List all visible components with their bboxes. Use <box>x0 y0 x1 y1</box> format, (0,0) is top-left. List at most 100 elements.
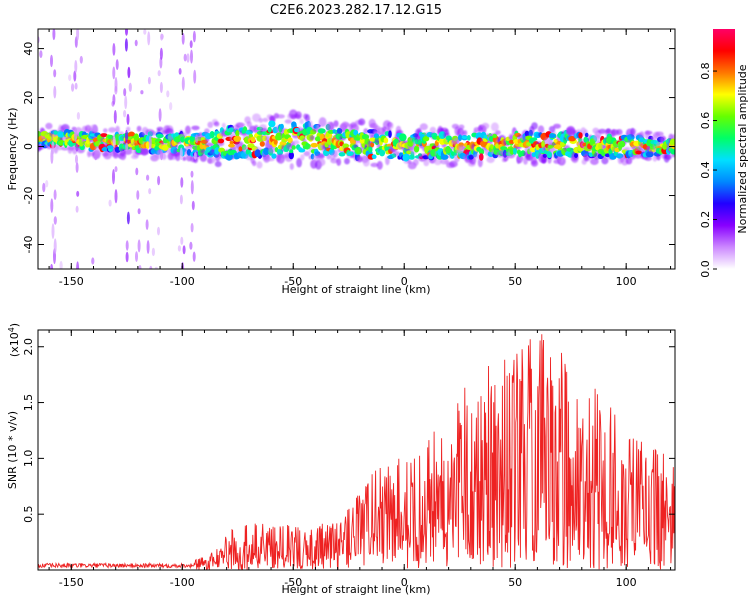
colorbar-tick-label: 0.4 <box>699 161 712 179</box>
spectral-cell <box>74 127 78 143</box>
spectral-cell <box>616 129 623 136</box>
y-tick-label: -20 <box>22 187 35 205</box>
spectral-cell <box>148 135 152 150</box>
colorbar-tick-label: 0.0 <box>699 260 712 278</box>
spectral-cell <box>75 162 79 173</box>
spectral-cell <box>180 236 184 245</box>
spectral-cell <box>53 69 57 78</box>
spectral-cell <box>276 148 284 156</box>
spectral-cell <box>444 129 450 136</box>
spectral-cell <box>159 81 163 94</box>
spectral-cell <box>205 142 214 147</box>
spectral-cell <box>419 123 428 131</box>
spectral-cell <box>140 90 144 95</box>
colorbar-scale <box>713 29 735 269</box>
x-tick-label: -50 <box>284 576 302 589</box>
spectral-cell <box>468 154 474 160</box>
spectral-cell <box>605 128 611 134</box>
spectral-cell <box>376 160 383 170</box>
spectral-cell <box>166 90 170 98</box>
spectral-cell <box>157 70 161 77</box>
spectral-cell <box>423 136 430 142</box>
spectral-cell <box>179 147 183 161</box>
spectral-cell <box>268 120 276 128</box>
y-tick-label: 1.5 <box>22 394 35 412</box>
spectral-cell <box>151 247 155 257</box>
spectral-cell <box>630 127 636 138</box>
spectral-cell <box>537 125 545 134</box>
spectral-cell <box>193 69 197 84</box>
spectral-cell <box>94 151 98 161</box>
spectral-cell <box>258 118 264 123</box>
spectral-cell <box>145 141 150 150</box>
spectral-cell <box>57 131 66 138</box>
spectral-cell <box>62 136 66 141</box>
spectral-cell <box>124 38 128 52</box>
y-tick-label: 20 <box>22 91 35 105</box>
spectral-cell <box>262 117 269 123</box>
spectral-cell <box>295 111 302 120</box>
spectral-cell <box>614 147 619 153</box>
spectral-cell <box>382 126 387 132</box>
spectral-cell <box>474 153 480 159</box>
spectral-cell <box>179 194 183 205</box>
spectral-cell <box>161 144 169 151</box>
spectral-cell <box>317 158 326 167</box>
spectral-cell <box>338 152 346 157</box>
spectral-cell <box>590 158 599 166</box>
spectral-cell <box>429 126 437 134</box>
spectral-cell <box>125 29 128 36</box>
spectral-cell <box>128 82 132 93</box>
spectral-cell <box>59 260 63 269</box>
x-tick-label: -100 <box>170 576 195 589</box>
spectral-cell <box>233 135 241 142</box>
spectral-cell <box>189 241 193 250</box>
colorbar-tick-label: 0.2 <box>699 211 712 229</box>
spectral-cell <box>125 251 129 263</box>
spectral-cell <box>53 189 57 200</box>
colorbar-ticks: 0.0 0.2 0.4 0.6 0.8 <box>699 62 717 278</box>
spectral-cell <box>52 29 56 41</box>
spectral-cell <box>259 141 265 147</box>
spectral-cell <box>156 126 164 131</box>
spectral-cell <box>370 142 375 148</box>
spectral-cell <box>160 33 164 41</box>
spectral-cell <box>73 70 77 82</box>
y-tick-label: 40 <box>22 42 35 56</box>
spectral-cell <box>76 190 80 197</box>
spectral-cell <box>112 43 116 56</box>
spectral-cell <box>267 126 272 133</box>
spectral-cell <box>76 112 80 120</box>
figure-title: C2E6.2023.282.17.12.G15 <box>270 3 442 18</box>
spectral-cell <box>108 199 112 207</box>
spectral-cell <box>159 47 163 60</box>
spectral-cell <box>133 133 139 141</box>
spectral-cell <box>293 140 300 145</box>
spectral-cell <box>114 166 118 173</box>
spectrogram-x-ticks: -150 -100 -50 0 50 100 <box>48 29 672 288</box>
spectral-cell <box>490 144 494 150</box>
snr-frame <box>37 329 676 571</box>
spectral-cell <box>308 120 313 129</box>
spectral-cell <box>291 121 297 127</box>
spectral-cell <box>417 127 422 133</box>
spectral-cell <box>326 153 332 160</box>
colorbar-tick-label: 0.8 <box>699 62 712 80</box>
colorbar: 0.0 0.2 0.4 0.6 0.8 Normalized spectral ampl… <box>699 29 749 278</box>
spectral-cell <box>379 149 386 157</box>
spectral-cell <box>598 128 607 134</box>
spectral-cell <box>246 121 252 128</box>
snr-y-ticks: 0.5 1.0 1.5 2.0 <box>22 338 675 523</box>
spectrogram-x-label: Height of straight line (km) <box>281 283 430 296</box>
spectral-cell <box>284 119 292 124</box>
spectral-cell <box>67 144 73 154</box>
colorbar-tick-label: 0.6 <box>699 112 712 129</box>
spectral-cell <box>165 128 174 136</box>
spectral-cell <box>548 126 556 133</box>
spectral-cell <box>483 134 488 139</box>
spectral-cell <box>461 135 468 140</box>
spectral-cell <box>126 211 130 225</box>
spectral-cell <box>146 240 150 254</box>
spectral-cell <box>136 125 142 132</box>
